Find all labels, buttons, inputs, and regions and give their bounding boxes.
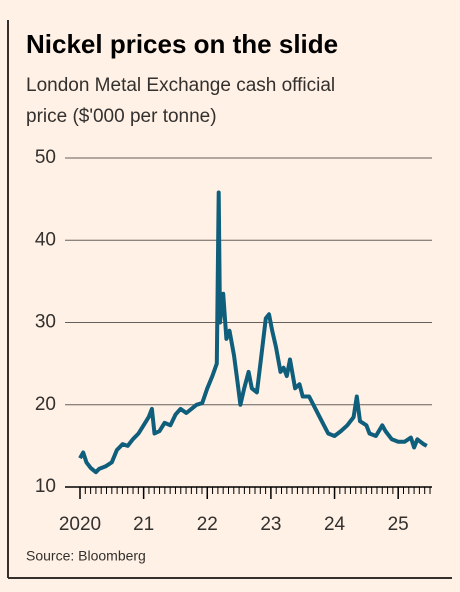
- y-tick-label: 50: [35, 147, 56, 168]
- chart-title: Nickel prices on the slide: [26, 29, 338, 59]
- y-tick-label: 30: [35, 312, 56, 333]
- x-tick-label: 2020: [59, 514, 101, 535]
- y-tick-label: 10: [35, 476, 56, 497]
- price-line: [78, 190, 428, 475]
- x-tick-label: 21: [133, 514, 154, 535]
- y-tick-label: 40: [35, 229, 56, 250]
- x-tick-label: 23: [260, 514, 281, 535]
- source: Source: Bloomberg: [26, 548, 146, 564]
- chart-subtitle: London Metal Exchange cash official: [26, 75, 335, 96]
- chart-subtitle: price ($'000 per tonne): [26, 106, 217, 127]
- x-tick-label: 25: [388, 514, 409, 535]
- x-tick-label: 24: [324, 514, 346, 535]
- x-tick-label: 22: [197, 514, 218, 535]
- y-tick-label: 20: [35, 394, 56, 415]
